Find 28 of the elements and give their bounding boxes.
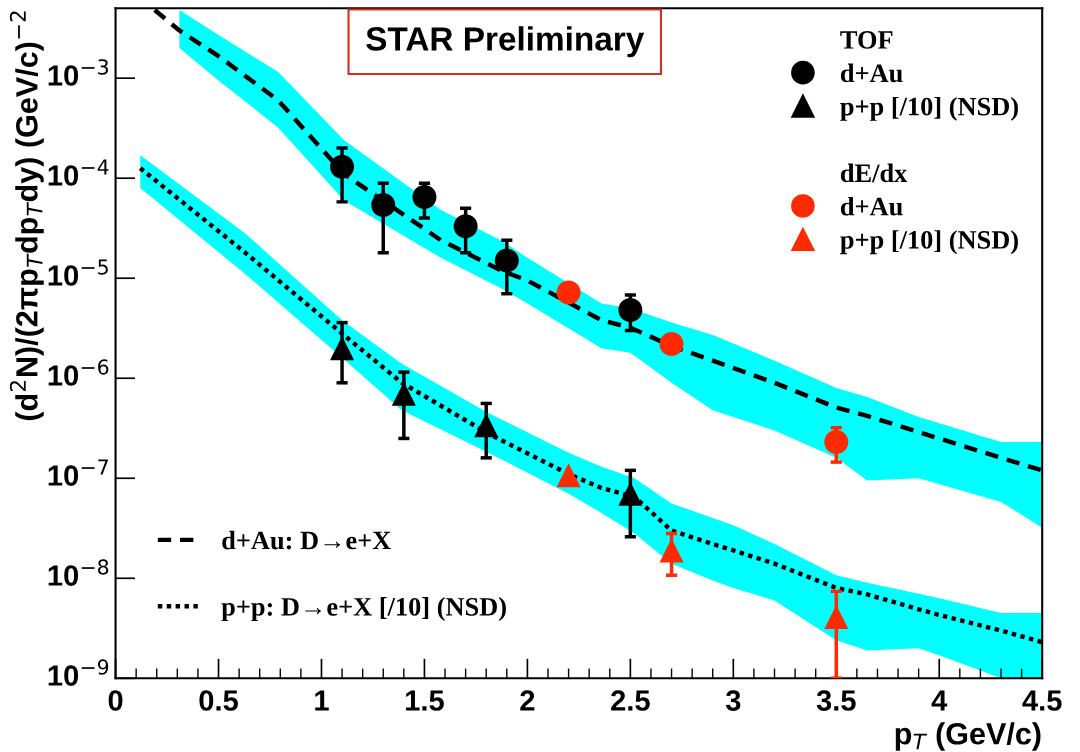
legend-label: d+Au — [840, 196, 903, 216]
y-tick-label: 10$^{−6}$ — [48, 359, 109, 386]
x-tick-label: 4 — [931, 690, 948, 711]
y-axis-title: (d$^{2}$N)/(2πp$_{T}$dp$_{T}$dy) (GeV/c)$^{−2}$ — [9, 11, 44, 421]
x-tick-label: 2.5 — [611, 690, 650, 711]
x-tick-label: 3.5 — [816, 690, 856, 711]
x-tick-label: 2 — [520, 690, 535, 711]
y-tick-label: 10$^{−4}$ — [48, 159, 109, 186]
annotation: TOF — [840, 31, 893, 49]
x-tick-label: 1 — [315, 690, 329, 711]
annotation: STAR Preliminary — [366, 26, 645, 58]
annotation: dE/dx — [840, 163, 908, 183]
legend-label: p+p [/10] (NSD) — [840, 96, 1018, 121]
y-tick-label: 10$^{−7}$ — [48, 459, 108, 486]
x-axis-title: p$_{T}$ (GeV/c) — [895, 722, 1041, 751]
y-tick-label: 10$^{−5}$ — [48, 259, 108, 286]
y-tick-label: 10$^{−3}$ — [48, 59, 109, 86]
y-tick-label: 10$^{−9}$ — [48, 659, 109, 686]
legend-label: d+Au — [840, 63, 903, 83]
x-tick-label: 0.5 — [199, 690, 238, 711]
x-tick-label: 3 — [725, 690, 741, 711]
legend-label: p+p: D→e+X [/10] (NSD) — [221, 597, 506, 622]
x-tick-label: 0 — [108, 690, 123, 711]
x-tick-label: 4.5 — [1022, 690, 1062, 711]
x-tick-label: 1.5 — [406, 690, 444, 711]
legend-label: p+p [/10] (NSD) — [840, 230, 1018, 255]
legend-label: d+Au: D→e+X — [222, 530, 391, 550]
y-tick-label: 10$^{−8}$ — [48, 559, 109, 586]
